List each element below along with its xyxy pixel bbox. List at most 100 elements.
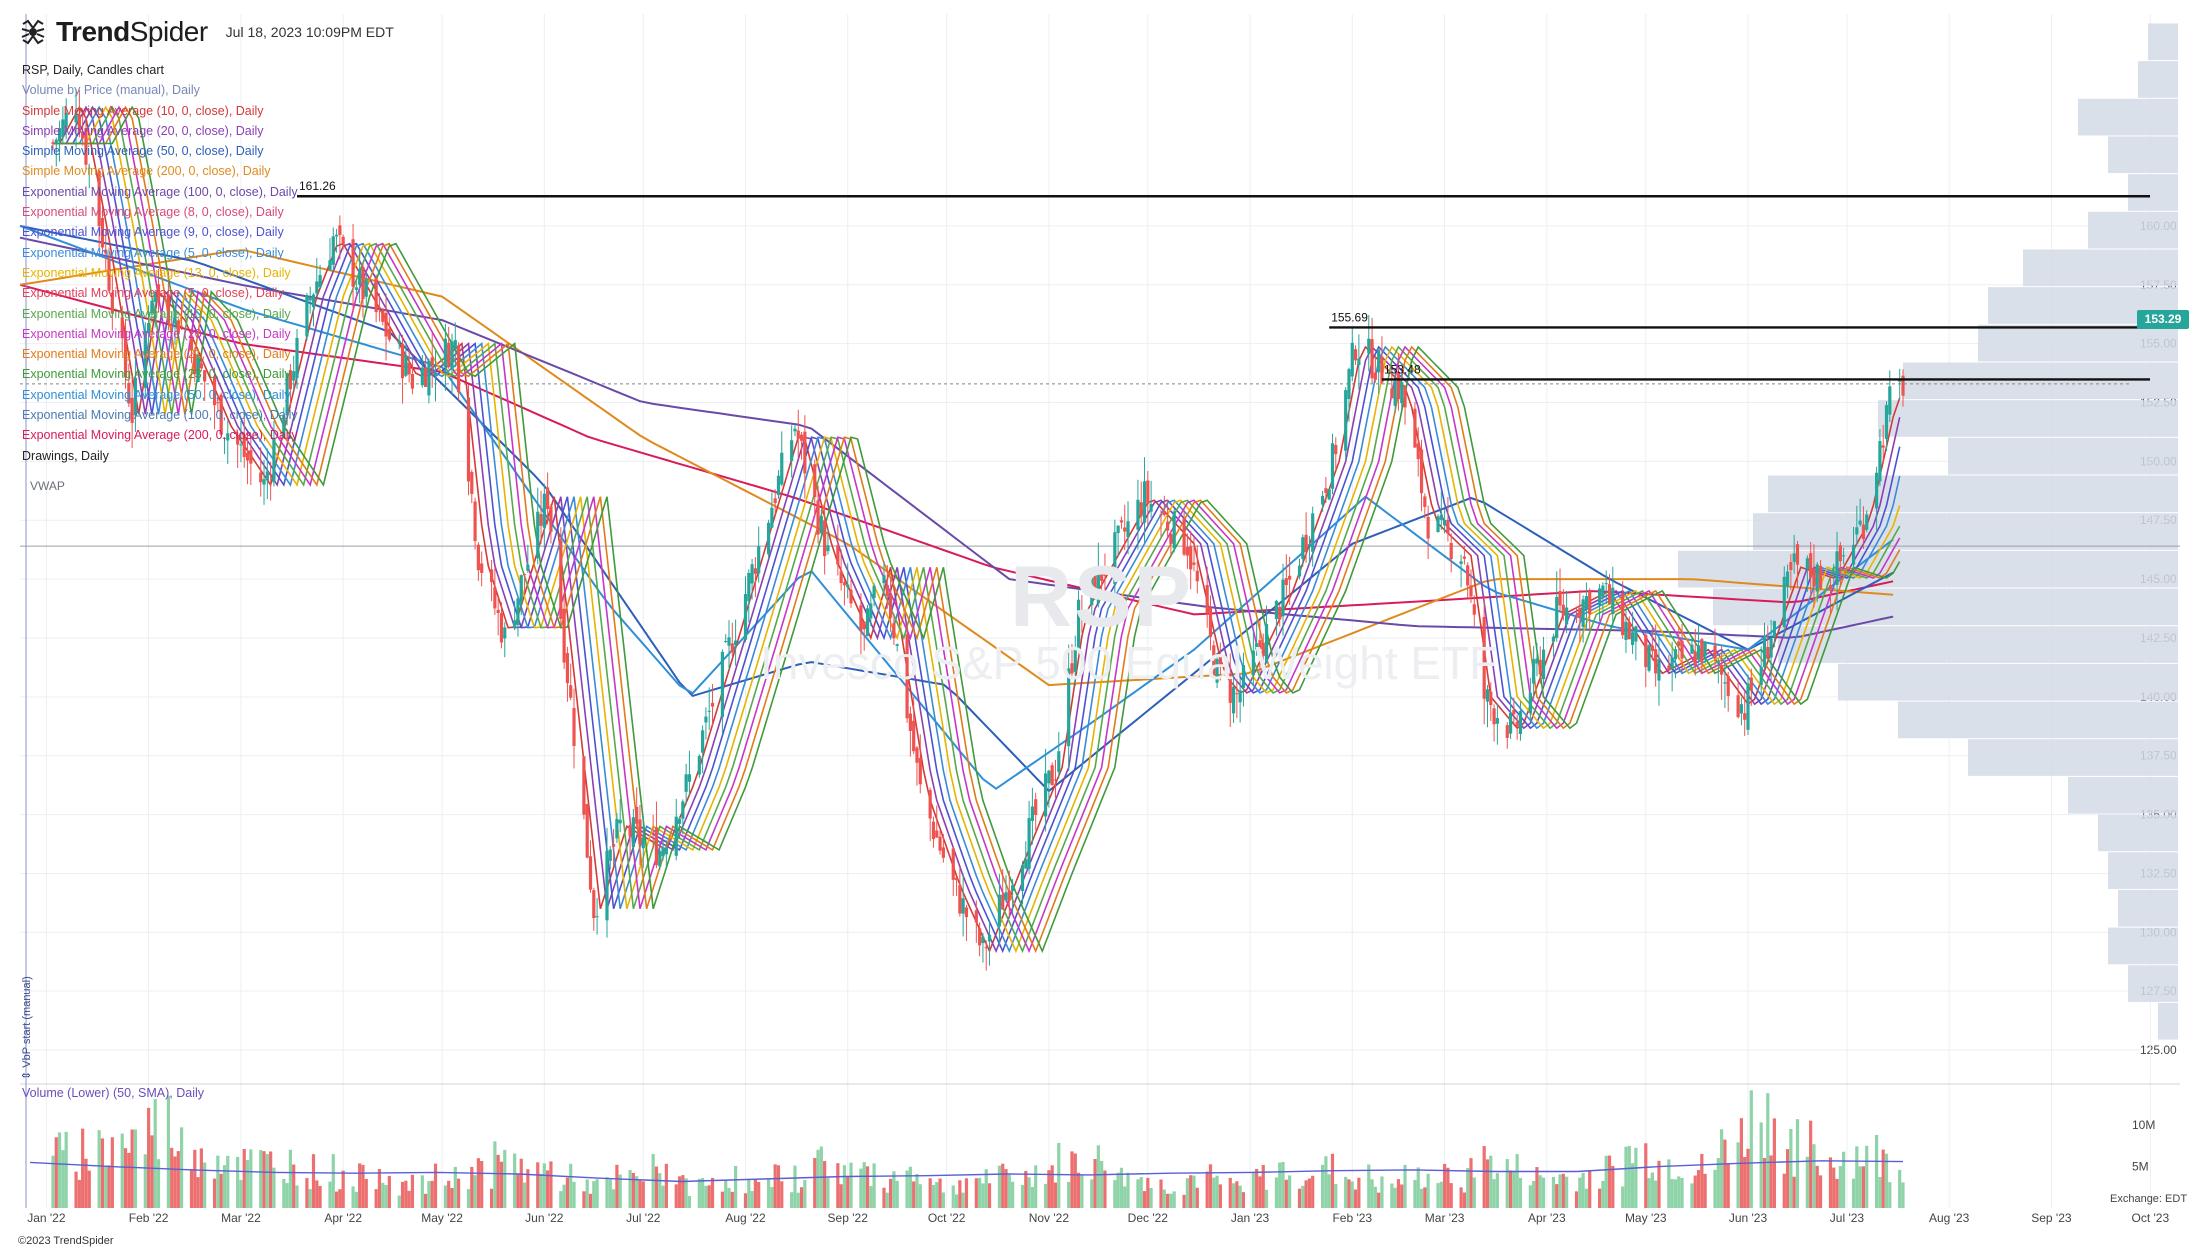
legend-item[interactable]: Exponential Moving Average (50, 0, close… [22,387,291,402]
legend-item[interactable]: Simple Moving Average (50, 0, close), Da… [22,144,264,159]
volume-bar [1789,1129,1793,1208]
candle-body [549,506,553,532]
volume-bar [104,1165,108,1208]
legend-item[interactable]: Exponential Moving Average (21, 0, close… [22,347,291,362]
x-tick-label: Dec '22 [1128,1211,1169,1225]
candle-body [84,128,88,165]
candle-body [1251,650,1255,676]
candle-body [1693,651,1697,666]
candle-body [1182,518,1186,555]
volume-bar [981,1183,985,1208]
volume-bar [611,1189,616,1208]
candle-body [381,310,385,322]
volume-bar [1782,1173,1786,1208]
legend-item[interactable]: Exponential Moving Average (5, 0, close)… [22,245,284,260]
candle-body [476,544,480,571]
candle-body [1673,649,1678,660]
legend-item[interactable]: Drawings, Daily [22,448,109,463]
candle-body [1723,682,1727,684]
legend-item[interactable]: Exponential Moving Average (100, 0, clos… [22,408,298,423]
legend-item[interactable]: Exponential Moving Average (10, 0, close… [22,306,291,321]
candle-body [1598,588,1602,606]
legend-item[interactable]: Exponential Moving Average (5, 0, close)… [22,286,284,301]
candle-body [1403,386,1407,408]
candle-body [882,575,886,584]
brand-name-light: Spider [129,16,208,47]
candle-body [1212,645,1216,675]
volume-bar [1713,1169,1717,1208]
volume-bar [1142,1191,1147,1208]
volume-bar [341,1170,345,1208]
candle-body [1034,799,1038,816]
volume-bar [888,1178,893,1208]
candle-body [1344,390,1348,451]
volume-bar [1532,1181,1536,1208]
legend-item[interactable]: Exponential Moving Average (9, 0, close)… [22,225,284,240]
x-tick-label: Apr '23 [1528,1211,1566,1225]
candle-body [147,322,151,333]
volume-bar [443,1185,448,1208]
candle-body [1469,585,1473,597]
legend-item[interactable]: Exponential Moving Average (200, 0, clos… [22,428,298,443]
legend-item[interactable]: Exponential Moving Average (20, 0, close… [22,326,291,341]
candle-body [1327,489,1331,500]
volume-bar [1588,1171,1592,1208]
candle-body [1601,585,1605,597]
volume-bar [133,1129,138,1208]
candle-body [351,239,355,287]
candle-body [1373,372,1377,380]
volume-bar [701,1178,705,1208]
legend-item[interactable]: Exponential Moving Average (23, 0, close… [22,367,291,382]
volume-profile-bar [1778,626,2178,663]
volume-bar [308,1189,312,1208]
volume-bar [259,1150,263,1208]
volume-bar [1080,1175,1084,1208]
legend-item[interactable]: Simple Moving Average (10, 0, close), Da… [22,103,264,118]
legend-item[interactable]: Volume by Price (manual), Daily [22,83,200,98]
moving-average-line [19,249,1894,687]
volume-bar [1380,1176,1384,1208]
volume-bar [1195,1187,1199,1208]
volume-bar [1208,1164,1213,1208]
volume-bar [1238,1185,1242,1208]
volume-bar [684,1178,688,1208]
candle-body [410,374,415,389]
candle-body [1482,616,1486,699]
y-tick-label: 125.00 [2140,1043,2177,1057]
legend-item[interactable]: Exponential Moving Average (13, 0, close… [22,265,291,280]
vbp-start-tag[interactable]: ⇕ VbP start (manual) [21,976,33,1080]
candle-body [288,370,293,390]
volume-pane-title[interactable]: Volume (Lower) (50, SMA), Daily [22,1086,205,1100]
candle-body [130,397,134,423]
candle-body [1001,894,1005,910]
legend-item[interactable]: Simple Moving Average (200, 0, close), D… [22,164,271,179]
volume-bar [1278,1162,1282,1208]
volume-bar [1654,1180,1658,1208]
volume-bar [433,1163,438,1208]
volume-bar [476,1158,480,1208]
legend-item[interactable]: Exponential Moving Average (8, 0, close)… [22,205,284,220]
candle-body [1696,645,1701,660]
legend-item[interactable]: Simple Moving Average (20, 0, close), Da… [22,123,264,138]
volume-bar [836,1163,840,1208]
legend-item[interactable]: Exponential Moving Average (100, 0, clos… [22,184,298,199]
candle-body [750,564,754,584]
candle-body [77,114,81,133]
volume-bar [272,1167,276,1208]
candle-body [1396,371,1401,400]
volume-bar [1621,1186,1625,1208]
volume-bar [242,1148,246,1208]
x-tick-label: Jan '23 [1231,1211,1270,1225]
candle-body [150,300,154,314]
legend-main-series[interactable]: RSP, Daily, Candles chart [22,63,164,77]
volume-bar [1766,1093,1770,1208]
volume-bar [1396,1179,1401,1208]
candle-body [1050,765,1054,786]
candle-body [588,856,593,890]
volume-bar [1746,1148,1750,1208]
candle-body [384,312,388,337]
candle-body [595,916,599,918]
candle-body [734,640,738,646]
candle-body [1485,689,1490,702]
